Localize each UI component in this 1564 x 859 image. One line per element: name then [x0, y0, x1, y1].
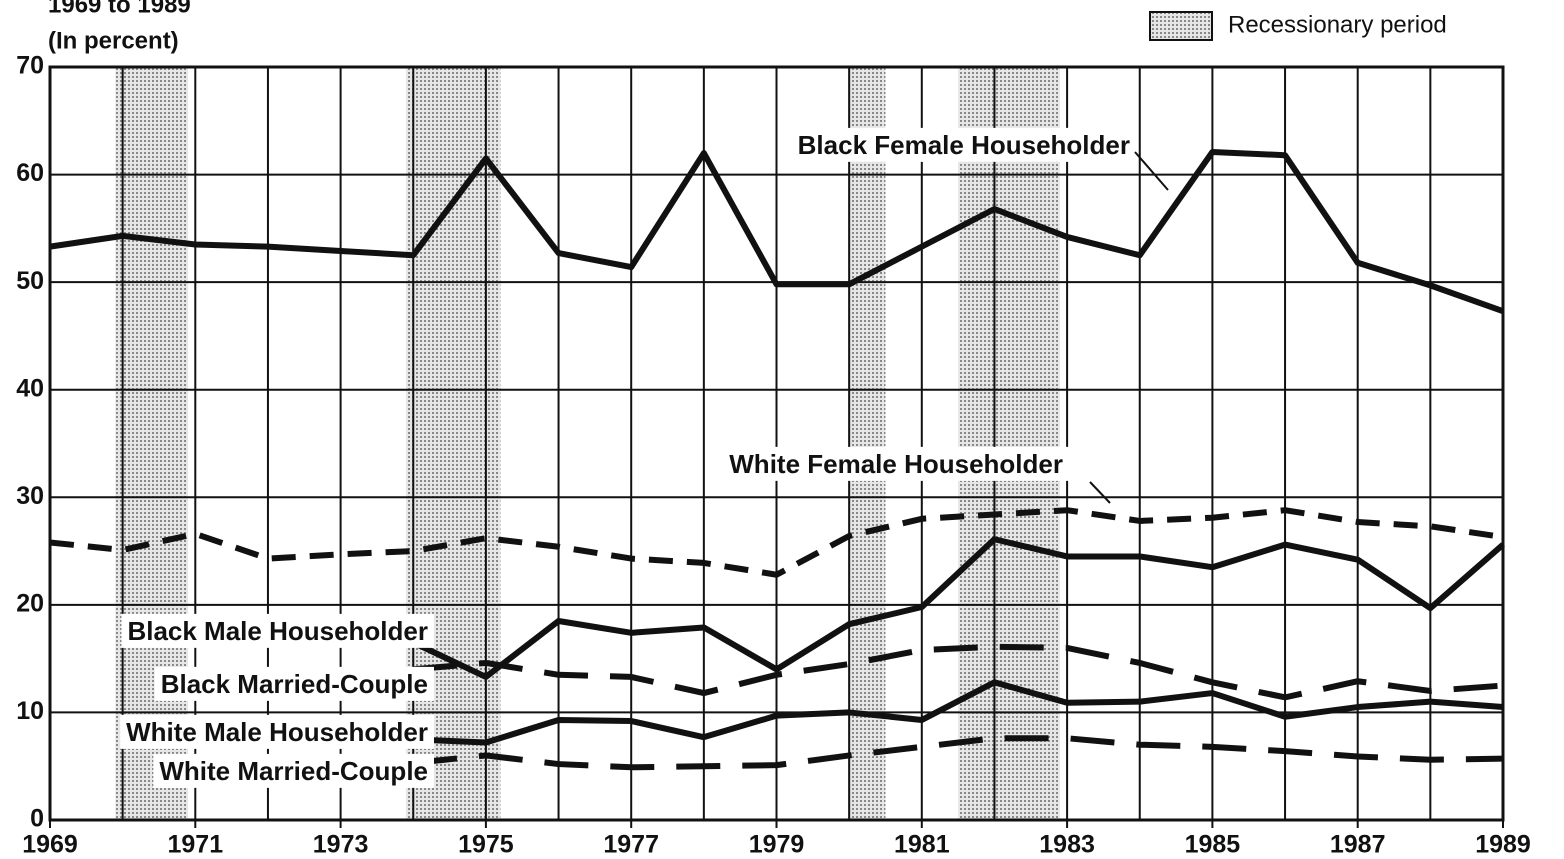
x-tick-label: 1985 [1185, 831, 1241, 859]
legend-swatch [1149, 11, 1213, 41]
recession-band [958, 67, 1060, 820]
y-tick-label: 20 [16, 589, 44, 617]
y-tick-label: 0 [30, 805, 44, 833]
label-background [121, 613, 434, 648]
series-line [49, 148, 1505, 315]
series-label: Black Female Householder [798, 130, 1130, 160]
y-tick-label: 40 [16, 374, 44, 402]
series-line [413, 679, 1504, 746]
x-tick-label: 1977 [603, 831, 659, 859]
label-background [153, 753, 434, 788]
series-line [49, 507, 1504, 578]
label-background [120, 714, 434, 749]
x-tick-label: 1973 [313, 831, 369, 859]
chart-title: 1969 to 1989 [48, 0, 191, 18]
label-background [154, 666, 434, 701]
legend-label: Recessionary period [1228, 11, 1447, 38]
x-tick-label: 1979 [749, 831, 805, 859]
x-tick-label: 1971 [167, 831, 223, 859]
x-tick-label: 1989 [1475, 831, 1531, 859]
x-tick-label: 1969 [22, 831, 78, 859]
label-background [791, 127, 1136, 162]
y-tick-label: 30 [16, 482, 44, 510]
recession-band [115, 67, 189, 820]
leader-line [1089, 481, 1111, 504]
series-label: White Male Householder [126, 717, 428, 747]
y-tick-label: 10 [16, 697, 44, 725]
y-tick-label: 70 [16, 52, 44, 80]
series-label: White Female Householder [729, 449, 1063, 479]
series-label: White Married-Couple [159, 756, 428, 786]
x-tick-label: 1987 [1330, 831, 1386, 859]
leader-line [1134, 151, 1169, 191]
plot-frame [48, 65, 1505, 822]
series-line [411, 536, 1505, 680]
chart-subtitle: (In percent) [48, 27, 179, 54]
series-label: Black Male Householder [127, 616, 428, 646]
series-line [412, 643, 1504, 701]
y-tick-label: 50 [16, 267, 44, 295]
series-line [412, 735, 1504, 771]
series-label: Black Married-Couple [161, 669, 428, 699]
x-tick-label: 1983 [1039, 831, 1095, 859]
label-background [723, 446, 1069, 481]
x-tick-label: 1975 [458, 831, 514, 859]
x-tick-label: 1981 [894, 831, 950, 859]
y-tick-label: 60 [16, 159, 44, 187]
recession-band [849, 67, 886, 820]
